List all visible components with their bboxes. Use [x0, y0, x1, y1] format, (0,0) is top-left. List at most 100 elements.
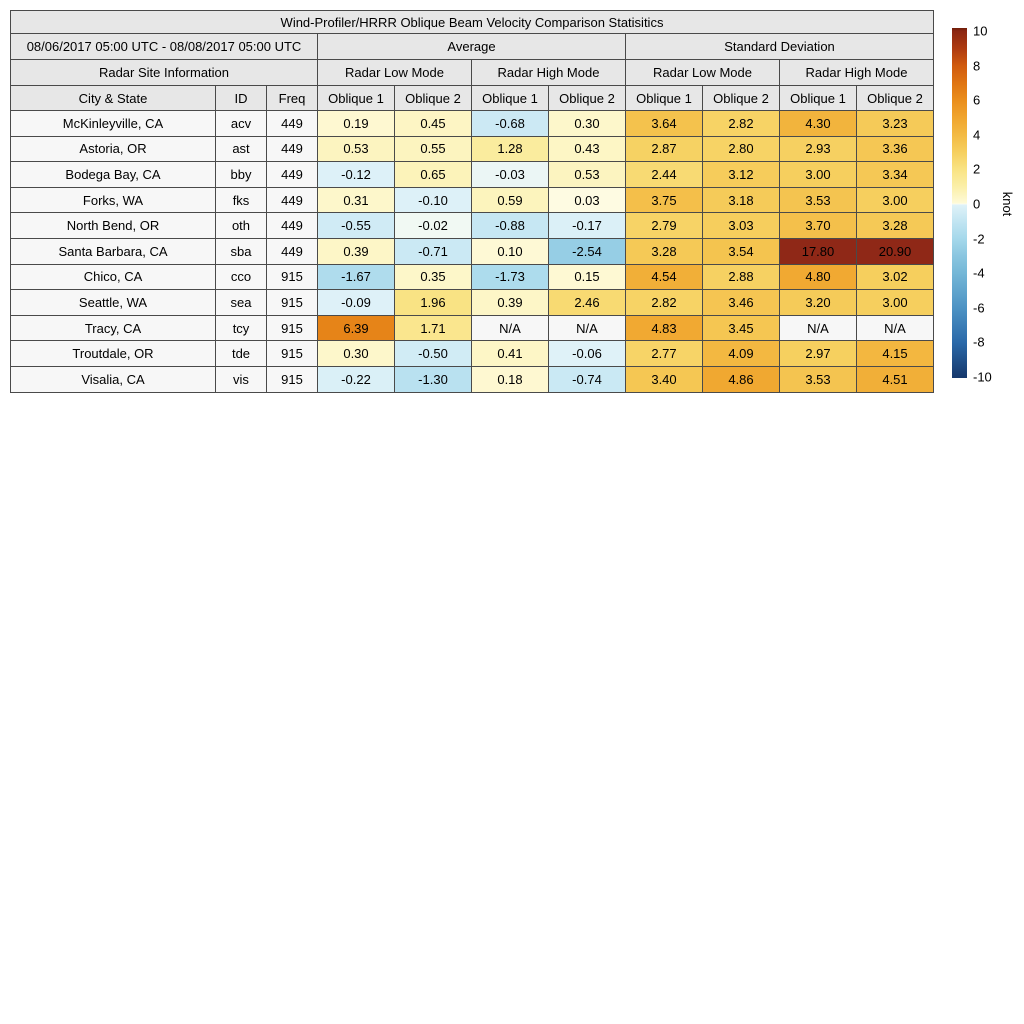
value-cell: 3.53: [779, 186, 857, 214]
value-cell: 0.15: [548, 263, 626, 291]
colorbar-tick-label: -10: [973, 369, 992, 385]
value-cell: 3.00: [779, 161, 857, 188]
value-cell: 4.80: [779, 263, 857, 291]
colorbar-gradient: [952, 28, 967, 378]
freq-cell: 449: [266, 161, 318, 188]
value-cell: 2.77: [625, 340, 703, 367]
id-cell: sba: [215, 237, 267, 265]
avg-low-mode-header: Radar Low Mode: [317, 59, 472, 86]
group-header-std-deviation: Standard Deviation: [625, 33, 934, 60]
value-cell: 0.31: [317, 186, 395, 214]
value-cell: -0.88: [471, 212, 549, 239]
freq-cell: 449: [266, 186, 318, 214]
freq-cell: 915: [266, 289, 318, 316]
colorbar-tick-label: -6: [973, 300, 985, 316]
value-cell: 0.18: [471, 365, 549, 393]
value-cell: 2.97: [779, 340, 857, 367]
value-cell: 2.44: [625, 161, 703, 188]
column-header-oblique2: Oblique 2: [548, 85, 626, 111]
column-header-oblique1: Oblique 1: [625, 85, 703, 111]
value-cell: 1.28: [471, 135, 549, 163]
value-cell: 17.80: [779, 237, 857, 265]
value-cell: 0.65: [394, 161, 472, 188]
city-cell: Chico, CA: [10, 263, 216, 291]
value-cell: -0.74: [548, 365, 626, 393]
city-cell: North Bend, OR: [10, 212, 216, 239]
id-cell: tde: [215, 340, 267, 367]
column-header-freq: Freq: [266, 85, 318, 111]
table-row: Troutdale, OR tde 915 0.30 -0.50 0.41 -0.06 2.7…: [10, 340, 934, 367]
value-cell: 0.30: [317, 340, 395, 367]
value-cell: 0.41: [471, 340, 549, 367]
freq-cell: 915: [266, 340, 318, 367]
table-row: Bodega Bay, CA bby 449 -0.12 0.65 -0.03 0.53 2.…: [10, 161, 934, 188]
freq-cell: 449: [266, 237, 318, 265]
value-cell: 3.03: [702, 212, 780, 239]
value-cell: 0.43: [548, 135, 626, 163]
id-cell: cco: [215, 263, 267, 291]
value-cell: 3.00: [856, 289, 934, 316]
value-cell: 0.19: [317, 110, 395, 137]
value-cell: -1.67: [317, 263, 395, 291]
value-cell: 3.36: [856, 135, 934, 163]
value-cell: 4.15: [856, 340, 934, 367]
city-cell: Troutdale, OR: [10, 340, 216, 367]
site-info-header: Radar Site Information: [10, 59, 318, 86]
statistics-table: Wind-Profiler/HRRR Oblique Beam Velocity…: [10, 10, 934, 393]
value-cell: -0.02: [394, 212, 472, 239]
table-row: Seattle, WA sea 915 -0.09 1.96 0.39 2.46 2.82 3.…: [10, 289, 934, 316]
value-cell: -1.73: [471, 263, 549, 291]
value-cell: -1.30: [394, 365, 472, 393]
table-row: Tracy, CA tcy 915 6.39 1.71 N/A N/A 4.83 3.45 N/A…: [10, 314, 934, 342]
id-cell: sea: [215, 289, 267, 316]
na-value-cell: N/A: [779, 314, 857, 342]
value-cell: 3.02: [856, 263, 934, 291]
value-cell: 3.34: [856, 161, 934, 188]
value-cell: -2.54: [548, 237, 626, 265]
column-header-id: ID: [215, 85, 267, 111]
value-cell: -0.50: [394, 340, 472, 367]
colorbar-tick-label: -8: [973, 334, 985, 350]
value-cell: -0.55: [317, 212, 395, 239]
value-cell: 1.71: [394, 314, 472, 342]
value-cell: 3.70: [779, 212, 857, 239]
std-low-mode-header: Radar Low Mode: [625, 59, 780, 86]
column-header-oblique2: Oblique 2: [856, 85, 934, 111]
colorbar-axis-label: knot: [1000, 191, 1015, 217]
table-title: Wind-Profiler/HRRR Oblique Beam Velocity…: [10, 10, 934, 34]
id-cell: vis: [215, 365, 267, 393]
value-cell: -0.17: [548, 212, 626, 239]
group-header-average: Average: [317, 33, 626, 60]
city-cell: Bodega Bay, CA: [10, 161, 216, 188]
colorbar-tick-label: 6: [973, 92, 981, 108]
city-cell: Seattle, WA: [10, 289, 216, 316]
colorbar-tick-label: 2: [973, 161, 981, 177]
value-cell: 3.00: [856, 186, 934, 214]
value-cell: -0.12: [317, 161, 395, 188]
colorbar-tick-label: -4: [973, 265, 985, 281]
value-cell: 0.53: [317, 135, 395, 163]
value-cell: 4.30: [779, 110, 857, 137]
value-cell: 0.10: [471, 237, 549, 265]
freq-cell: 915: [266, 263, 318, 291]
freq-cell: 915: [266, 365, 318, 393]
value-cell: 4.09: [702, 340, 780, 367]
value-cell: 20.90: [856, 237, 934, 265]
value-cell: 2.80: [702, 135, 780, 163]
value-cell: 3.53: [779, 365, 857, 393]
value-cell: 2.82: [702, 110, 780, 137]
value-cell: 6.39: [317, 314, 395, 342]
column-header-city-state: City & State: [10, 85, 216, 111]
table-row: Visalia, CA vis 915 -0.22 -1.30 0.18 -0.74 3.40…: [10, 365, 934, 393]
value-cell: 3.12: [702, 161, 780, 188]
date-range: 08/06/2017 05:00 UTC - 08/08/2017 05:00 …: [10, 33, 318, 60]
city-cell: Forks, WA: [10, 186, 216, 214]
value-cell: 4.51: [856, 365, 934, 393]
na-value-cell: N/A: [471, 314, 549, 342]
avg-high-mode-header: Radar High Mode: [471, 59, 626, 86]
city-cell: Santa Barbara, CA: [10, 237, 216, 265]
id-cell: fks: [215, 186, 267, 214]
column-header-oblique2: Oblique 2: [394, 85, 472, 111]
value-cell: 3.40: [625, 365, 703, 393]
